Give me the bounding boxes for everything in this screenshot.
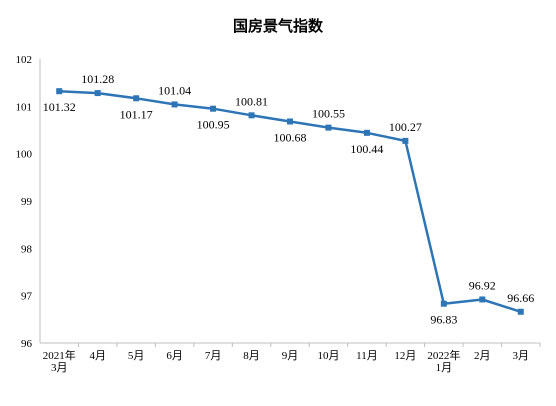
x-tick-label: 6月 [166, 350, 183, 362]
y-tick-label: 96 [21, 338, 33, 350]
data-point [517, 308, 524, 315]
data-point [402, 137, 409, 144]
data-label: 101.28 [81, 72, 114, 86]
y-tick-label: 100 [16, 149, 33, 161]
x-tick-label: 7月 [205, 350, 222, 362]
x-tick-label: 2021年 3月 [43, 348, 76, 374]
y-tick-label: 97 [21, 291, 33, 303]
data-point [325, 124, 332, 131]
data-labels: 101.32 101.28 101.17 101.04 100.95 100.81 100.… [43, 72, 535, 327]
x-tick-label: 5月 [128, 350, 145, 362]
x-tick-label: 8月 [243, 350, 260, 362]
data-point [440, 300, 447, 307]
x-tick-label: 12月 [394, 350, 416, 362]
chart-title: 国房景气指数 [233, 17, 324, 35]
x-tick-labels: 2021年 3月 4月 5月 6月 7月 8月 9月 10月 11月 12月 2022年 1月 2月 3月 [43, 343, 541, 374]
data-markers [56, 88, 524, 315]
data-point [56, 88, 63, 95]
data-point [287, 118, 293, 125]
data-label: 96.83 [430, 313, 457, 327]
data-label: 101.32 [43, 100, 76, 114]
data-label: 101.17 [120, 107, 153, 121]
x-tick-label: 2022年 1月 [427, 348, 460, 374]
data-point [479, 296, 486, 303]
x-tick-label: 11月 [356, 350, 378, 362]
data-point [210, 105, 217, 112]
x-tick-label: 10月 [317, 350, 339, 362]
y-tick-label: 102 [16, 54, 33, 66]
data-point [248, 112, 255, 119]
x-tick-label: 3月 [513, 350, 530, 362]
data-point [133, 95, 140, 102]
x-tick-label: 2月 [474, 350, 491, 362]
y-tick-label: 98 [21, 243, 33, 255]
data-label: 100.44 [350, 142, 383, 156]
x-tick-label: 9月 [282, 350, 299, 362]
y-tick-label: 101 [16, 101, 33, 113]
y-tick-labels: 96 97 98 99 100 101 102 [16, 54, 33, 350]
data-point [363, 129, 370, 136]
data-label: 101.04 [158, 83, 191, 97]
data-label: 96.92 [469, 278, 496, 292]
data-label: 100.81 [235, 94, 268, 108]
data-label: 100.27 [389, 120, 422, 134]
data-point [171, 101, 178, 108]
data-label: 96.66 [507, 291, 534, 305]
data-point [94, 90, 101, 97]
data-label: 100.68 [274, 130, 307, 144]
data-label: 100.55 [312, 107, 345, 121]
data-label: 100.95 [197, 118, 230, 132]
x-tick-label: 4月 [89, 350, 106, 362]
y-tick-label: 99 [21, 196, 33, 208]
